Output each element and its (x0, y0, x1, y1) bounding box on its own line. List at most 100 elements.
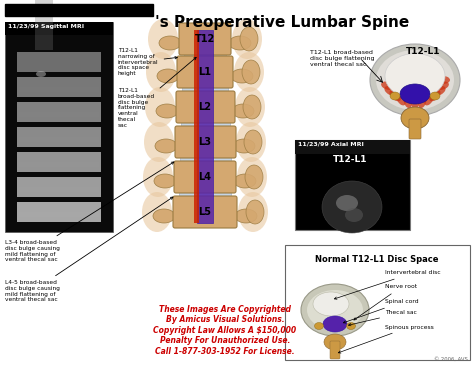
Text: L3: L3 (199, 137, 211, 147)
Ellipse shape (336, 195, 358, 211)
Ellipse shape (396, 93, 406, 105)
Bar (5, 22, 113, 232)
Bar (17, 102, 101, 122)
Bar (17, 77, 101, 97)
Ellipse shape (237, 157, 267, 197)
Text: T12-L1
narrowing of
intervertebral
disc space
height: T12-L1 narrowing of intervertebral disc … (118, 48, 177, 76)
Text: Spinous process: Spinous process (338, 325, 434, 353)
Bar (179, 191, 231, 199)
Ellipse shape (155, 139, 177, 153)
Ellipse shape (148, 19, 178, 59)
Ellipse shape (401, 107, 429, 129)
Text: Normal T12-L1 Disc Space: Normal T12-L1 Disc Space (315, 255, 439, 264)
Ellipse shape (245, 165, 263, 189)
Ellipse shape (436, 76, 450, 84)
Ellipse shape (234, 52, 264, 92)
Bar (19, 137, 99, 142)
Ellipse shape (403, 94, 412, 108)
Bar (285, 245, 470, 360)
Ellipse shape (322, 181, 382, 233)
FancyBboxPatch shape (177, 56, 233, 88)
FancyBboxPatch shape (176, 91, 235, 123)
Ellipse shape (418, 94, 427, 108)
Ellipse shape (235, 87, 265, 127)
Bar (194, 30, 199, 223)
Ellipse shape (159, 36, 181, 50)
Text: L1: L1 (199, 67, 211, 77)
Ellipse shape (376, 50, 454, 110)
Text: T12-L1: T12-L1 (406, 48, 440, 56)
FancyBboxPatch shape (330, 341, 340, 359)
Text: Intervertebral disc: Intervertebral disc (334, 270, 441, 299)
Ellipse shape (156, 104, 178, 118)
Ellipse shape (153, 209, 175, 223)
Ellipse shape (435, 81, 449, 90)
Ellipse shape (433, 86, 446, 96)
Ellipse shape (370, 44, 460, 116)
Bar (17, 177, 101, 197)
Ellipse shape (242, 60, 260, 84)
FancyBboxPatch shape (409, 119, 421, 139)
Ellipse shape (232, 104, 254, 118)
Text: 11/23/99 Sagittal MRI: 11/23/99 Sagittal MRI (8, 24, 84, 29)
Text: L5: L5 (199, 207, 211, 217)
Bar (184, 53, 226, 61)
Ellipse shape (323, 316, 347, 332)
Ellipse shape (146, 52, 176, 92)
Bar (17, 127, 101, 147)
Text: L3-4 broad-based
disc bulge causing
mild flattening of
ventral thecal sac: L3-4 broad-based disc bulge causing mild… (5, 162, 174, 262)
Text: L2: L2 (199, 102, 211, 112)
Ellipse shape (301, 284, 369, 336)
Ellipse shape (232, 19, 262, 59)
Ellipse shape (145, 87, 175, 127)
Bar (197, 30, 213, 223)
Bar (35, 0, 53, 50)
Text: 11/23/99 Axial MRI: 11/23/99 Axial MRI (298, 142, 364, 147)
FancyBboxPatch shape (174, 161, 236, 193)
Ellipse shape (234, 174, 256, 188)
Ellipse shape (244, 130, 262, 154)
Ellipse shape (36, 71, 46, 77)
Ellipse shape (430, 92, 440, 100)
FancyBboxPatch shape (179, 23, 231, 55)
Text: Thecal sac: Thecal sac (348, 310, 417, 326)
Text: L4: L4 (199, 172, 211, 182)
Bar (295, 140, 410, 230)
FancyBboxPatch shape (175, 126, 236, 158)
Text: 's Preoperative Lumbar Spine: 's Preoperative Lumbar Spine (155, 15, 409, 30)
Text: Nerve root: Nerve root (354, 284, 417, 320)
Text: © 2006, AVS: © 2006, AVS (434, 357, 468, 362)
Ellipse shape (381, 81, 395, 90)
Ellipse shape (236, 122, 266, 162)
Text: T12-L1: T12-L1 (333, 156, 367, 164)
Ellipse shape (235, 209, 257, 223)
Text: These Images Are Copyrighted
By Amicus Visual Solutions.
Copyright Law Allows A : These Images Are Copyrighted By Amicus V… (154, 305, 297, 356)
Bar (295, 140, 410, 154)
Ellipse shape (238, 192, 268, 232)
Bar (5, 4, 153, 16)
Bar (19, 112, 99, 117)
Bar (19, 212, 99, 217)
Ellipse shape (231, 69, 253, 83)
Ellipse shape (233, 139, 255, 153)
Ellipse shape (154, 174, 176, 188)
Ellipse shape (324, 334, 346, 350)
Ellipse shape (385, 53, 445, 98)
Ellipse shape (315, 322, 323, 329)
Ellipse shape (307, 290, 363, 330)
Ellipse shape (229, 36, 251, 50)
Ellipse shape (313, 292, 349, 316)
Bar (17, 202, 101, 222)
Ellipse shape (143, 157, 173, 197)
Ellipse shape (345, 208, 363, 222)
Ellipse shape (243, 95, 261, 119)
Ellipse shape (184, 52, 226, 62)
Bar (5, 22, 113, 35)
Bar (17, 52, 101, 72)
Bar (19, 87, 99, 92)
Ellipse shape (142, 192, 172, 232)
Bar (181, 121, 230, 129)
Ellipse shape (411, 95, 419, 109)
Bar (17, 152, 101, 172)
Ellipse shape (384, 86, 397, 96)
